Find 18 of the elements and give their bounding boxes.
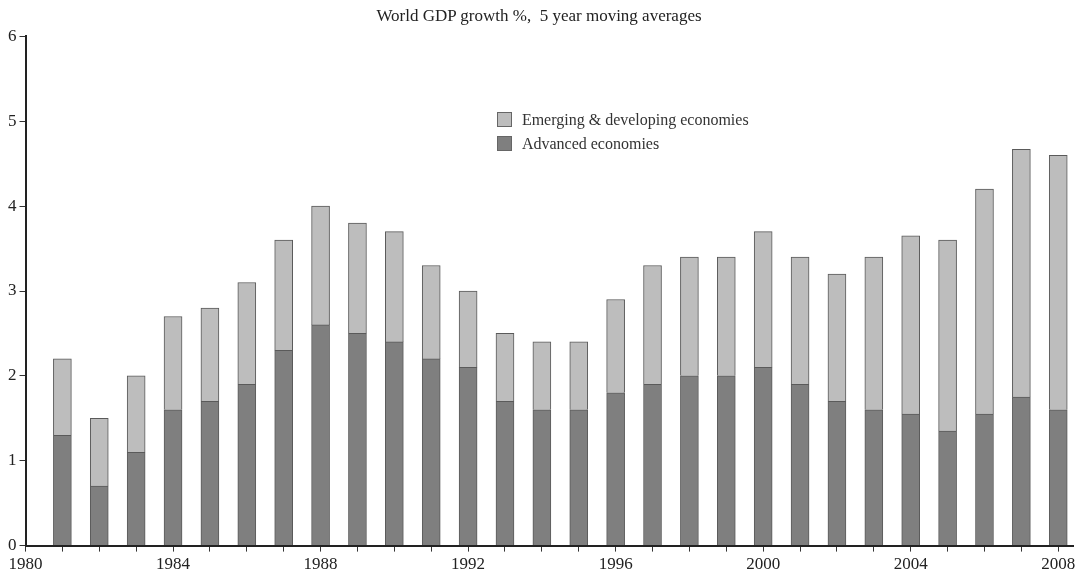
y-tick-label: 1 — [8, 450, 17, 470]
y-tick-label: 0 — [8, 535, 17, 555]
x-tick-label: 1996 — [598, 554, 633, 574]
legend-label: Advanced economies — [521, 134, 660, 153]
legend-label: Emerging & developing economies — [521, 110, 749, 129]
x-tick-label: 2004 — [893, 554, 929, 574]
y-tick-label: 2 — [8, 365, 17, 385]
chart-title: World GDP growth %, 5 year moving averages — [376, 5, 702, 25]
y-tick-label: 5 — [8, 110, 17, 130]
y-tick-label: 4 — [8, 195, 17, 215]
x-tick-label: 1992 — [451, 554, 486, 574]
y-tick-label: 3 — [8, 280, 17, 300]
y-tick-label: 6 — [8, 25, 17, 45]
x-tick-label: 1984 — [156, 554, 191, 574]
x-tick-label: 2000 — [746, 554, 781, 574]
x-tick-label: 2008 — [1041, 554, 1076, 574]
x-tick-label: 1980 — [8, 554, 43, 574]
x-tick-label: 1988 — [303, 554, 338, 574]
